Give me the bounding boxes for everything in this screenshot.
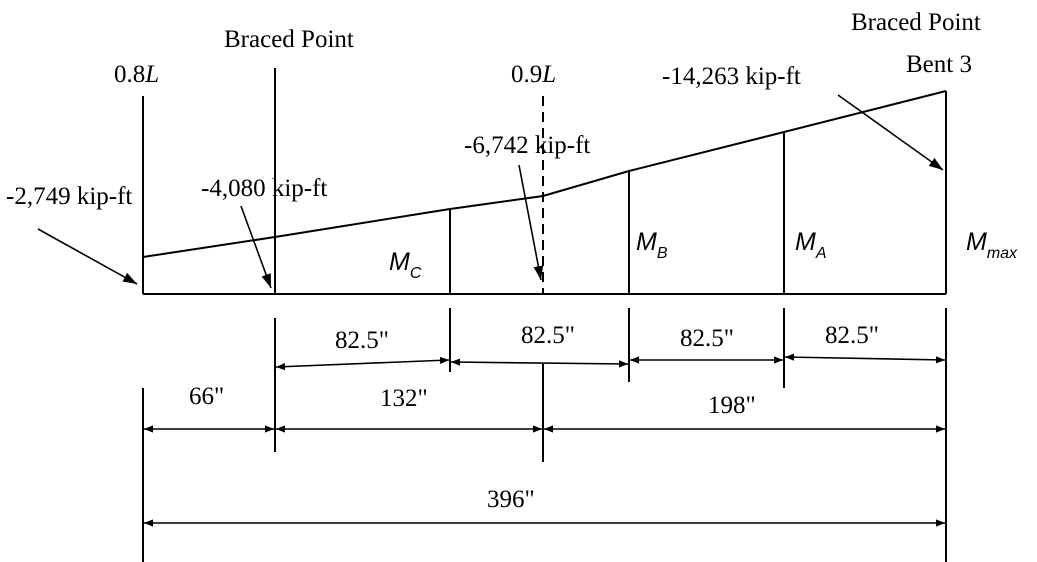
label-ma: MA	[795, 228, 827, 262]
moment-value-14263: -14,263 kip-ft	[662, 63, 801, 90]
label-0.9L: 0.9L	[511, 61, 556, 88]
label-mc: MC	[389, 248, 422, 282]
leader-arrow-2749	[37, 228, 138, 285]
dim-label-825-4: 82.5"	[825, 322, 879, 349]
leader-arrow-6742	[518, 164, 544, 281]
dim-label-198: 198"	[708, 392, 756, 419]
dim-label-66: 66"	[189, 383, 224, 410]
label-bent3: Bent 3	[906, 51, 972, 78]
moment-curve	[142, 90, 947, 258]
dim-label-396: 396"	[487, 486, 535, 513]
label-0.8L: 0.8L	[114, 61, 159, 88]
dim-label-825-3: 82.5"	[680, 325, 734, 352]
dim-label-825-1: 82.5"	[335, 327, 389, 354]
dim-label-132: 132"	[380, 385, 428, 412]
dim-arrow-825-1	[275, 356, 450, 371]
label-mmax: Mmax	[966, 228, 1018, 262]
moment-value-4080: -4,080 kip-ft	[201, 175, 327, 202]
moment-value-6742: -6,742 kip-ft	[464, 132, 590, 159]
dim-label-825-2: 82.5"	[521, 322, 575, 349]
dim-arrow-825-2	[450, 358, 629, 368]
leader-arrow-14263	[837, 94, 944, 171]
label-braced-point-bent3: Braced Point	[851, 9, 981, 36]
moment-value-2749: -2,749 kip-ft	[6, 183, 132, 210]
label-braced-point: Braced Point	[224, 26, 354, 53]
leader-arrow-4080	[240, 205, 272, 289]
dim-arrow-825-4	[784, 353, 946, 364]
label-mb: MB	[636, 228, 668, 262]
